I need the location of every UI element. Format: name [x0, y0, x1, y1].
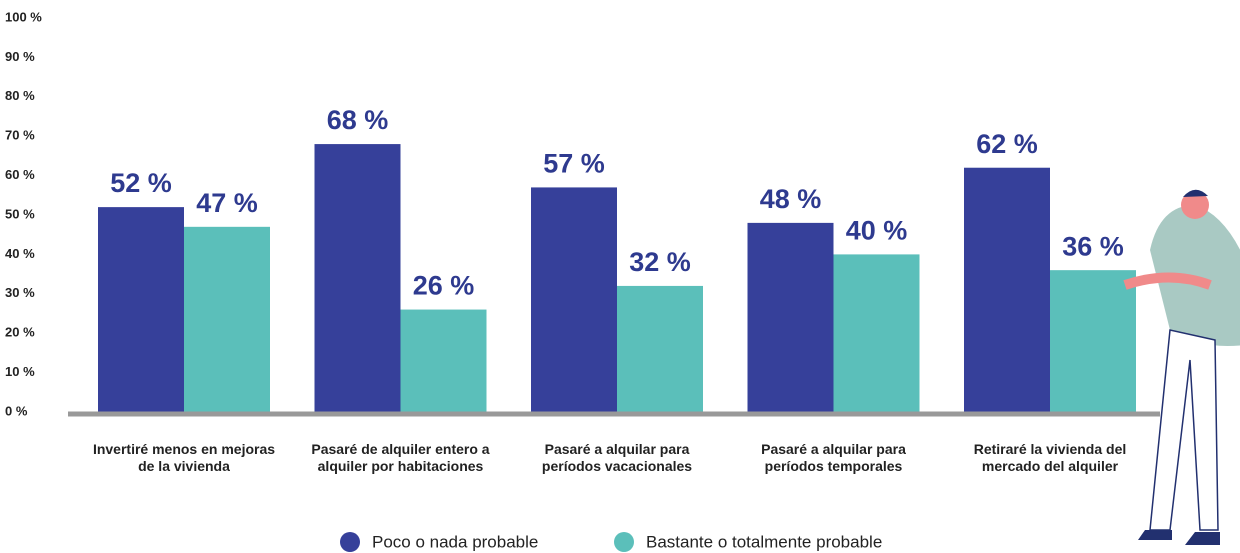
person-legs	[1149, 329, 1219, 531]
value-label: 52 %	[110, 168, 172, 198]
bar	[833, 254, 920, 412]
legend-swatch	[614, 532, 634, 552]
x-tick-label: Invertiré menos en mejoras de la viviend…	[92, 441, 276, 474]
legend-label: Bastante o totalmente probable	[646, 532, 882, 551]
x-tick-label: Pasaré de alquiler entero a alquiler por…	[311, 441, 490, 474]
bar	[184, 226, 270, 412]
x-tick-label: Retiraré la vivienda del mercado del alq…	[973, 441, 1127, 474]
value-label: 47 %	[196, 188, 258, 218]
y-tick-label: 10 %	[5, 364, 35, 379]
y-tick-label: 70 %	[5, 128, 35, 143]
y-tick-label: 20 %	[5, 325, 35, 340]
bar	[314, 144, 401, 412]
bar	[98, 207, 184, 412]
value-label: 32 %	[629, 247, 691, 277]
y-tick-label: 40 %	[5, 246, 35, 261]
y-tick-label: 60 %	[5, 167, 35, 182]
bar	[400, 309, 487, 412]
value-label: 62 %	[976, 129, 1038, 159]
person-arms	[1123, 272, 1212, 290]
x-tick-label: Pasaré a alquilar para períodos vacacion…	[541, 441, 693, 474]
value-label: 36 %	[1062, 231, 1124, 261]
value-label: 57 %	[543, 149, 605, 179]
bar	[747, 222, 834, 412]
y-tick-label: 90 %	[5, 49, 35, 64]
legend-swatch	[340, 532, 360, 552]
value-label: 40 %	[846, 216, 908, 246]
x-tick-label: Pasaré a alquilar para períodos temporal…	[761, 441, 906, 474]
y-tick-label: 50 %	[5, 206, 35, 221]
bar	[964, 167, 1050, 412]
bar	[617, 285, 703, 412]
y-tick-label: 100 %	[5, 9, 42, 24]
person-hair	[1183, 189, 1208, 197]
y-tick-label: 30 %	[5, 285, 35, 300]
person-shoes	[1138, 530, 1220, 545]
person-head	[1181, 191, 1209, 219]
value-label: 48 %	[760, 184, 822, 214]
value-label: 26 %	[413, 271, 475, 301]
bar	[531, 187, 617, 412]
y-tick-label: 0 %	[5, 403, 28, 418]
value-label: 68 %	[327, 105, 389, 135]
bar	[1050, 270, 1136, 412]
legend-label: Poco o nada probable	[372, 532, 538, 551]
person-illustration	[1123, 189, 1240, 545]
y-tick-label: 80 %	[5, 88, 35, 103]
